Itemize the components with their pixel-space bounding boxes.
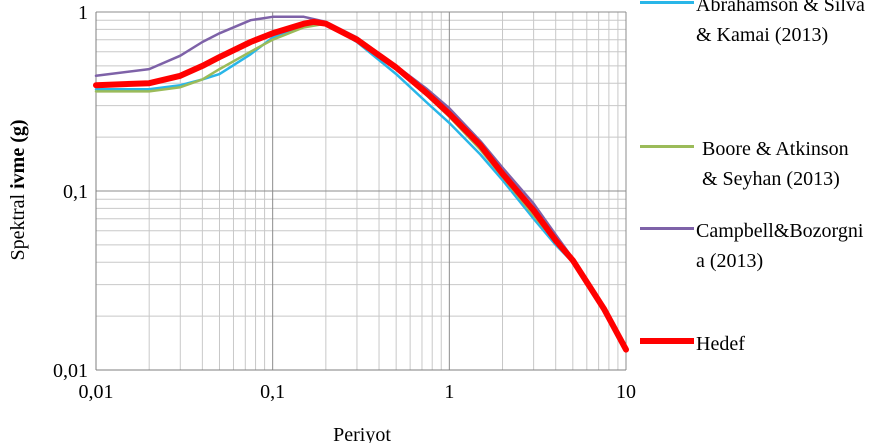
legend-label-boore: Boore & Atkinson & Seyhan (2013) (702, 138, 849, 190)
legend-item-boore: Boore & Atkinson & Seyhan (2013) (640, 134, 868, 194)
x-tick-label: 0,01 (79, 381, 114, 403)
y-tick-label: 1 (78, 2, 88, 24)
legend-swatch-boore (640, 145, 694, 148)
legend-label-abrahamson: Abrahamson & Silva & Kamai (2013) (696, 0, 865, 46)
y-axis-title-plain: Spektral (7, 189, 29, 261)
legend-item-abrahamson: Abrahamson & Silva & Kamai (2013) (640, 0, 868, 50)
major-gridlines (95, 11, 627, 371)
x-tick-label: 0,1 (260, 381, 285, 403)
y-tick-label: 0,01 (53, 360, 88, 382)
series-line-4 (93, 18, 629, 353)
tick-labels: 0,01 0,1 1 10 0,01 0,1 1 (53, 2, 636, 403)
legend-swatch-hedef (640, 338, 694, 344)
x-tick-label: 10 (616, 381, 636, 403)
legend-label-campbell: Campbell&Bozorgnia (2013) (696, 220, 864, 272)
legend-swatch-campbell (640, 227, 694, 230)
y-axis-title: Spektral ivme (g) (7, 119, 29, 260)
y-axis-title-bold: ivme (g) (7, 119, 29, 188)
series-line-2 (94, 22, 628, 351)
x-tick-label: 1 (444, 381, 454, 403)
y-tick-label: 0,1 (63, 181, 88, 203)
x-axis-title: Periyot (333, 424, 391, 443)
series-line-3 (94, 15, 628, 351)
legend-item-hedef: Hedef (640, 329, 868, 359)
legend-item-campbell: Campbell&Bozorgnia (2013) (640, 216, 864, 276)
legend-swatch-abrahamson (640, 1, 694, 4)
series-lines (93, 15, 629, 353)
legend-label-hedef: Hedef (696, 333, 745, 355)
series-line-1 (94, 22, 628, 351)
